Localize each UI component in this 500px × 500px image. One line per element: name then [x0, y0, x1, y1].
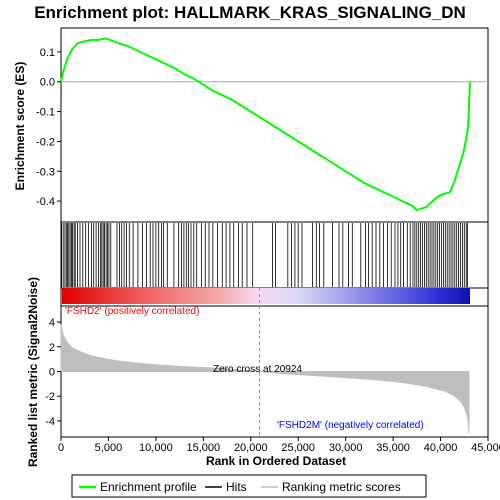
es-y-tick-label: -0.2 — [36, 136, 55, 148]
ranked-y-tick-label: 2 — [49, 342, 55, 354]
es-panel: 0.1 0.0 -0.1 -0.2 -0.3 -0.4 Enrichment score … — [13, 27, 489, 223]
ranked-metric-panel: 420-2-4 'FSHD2' (positively correlated) … — [26, 277, 489, 467]
ranked-y-tick-label: -2 — [45, 391, 55, 403]
es-y-axis-label: Enrichment score (ES) — [13, 62, 27, 191]
heatmap-gradient-bar — [62, 288, 470, 304]
x-tick-label: 45,000 — [471, 442, 500, 454]
x-tick-label: 40,000 — [424, 442, 458, 454]
x-tick-label: 5,000 — [95, 442, 123, 454]
es-y-tick-label: -0.4 — [36, 196, 55, 208]
es-y-tick-label: -0.1 — [36, 107, 55, 119]
ranked-y-tick-label: -4 — [45, 416, 55, 428]
hits-panel — [60, 221, 489, 289]
x-tick-label: 25,000 — [281, 442, 315, 454]
chart-title: Enrichment plot: HALLMARK_KRAS_SIGNALING… — [34, 3, 466, 22]
positive-correlation-label: 'FSHD2' (positively correlated) — [65, 306, 199, 317]
es-panel-frame — [60, 27, 489, 223]
legend: Enrichment profile Hits Ranking metric s… — [71, 474, 427, 498]
hit-marks — [61, 223, 469, 287]
hits-panel-frame — [60, 221, 489, 289]
ranked-y-tick-label: 0 — [49, 367, 55, 379]
enrichment-profile-line — [60, 37, 471, 212]
ranked-y-axis-label: Ranked list metric (Signal2Noise) — [26, 277, 40, 467]
legend-box — [71, 474, 427, 498]
rank-heatmap — [60, 287, 489, 307]
zero-cross-label: Zero cross at 20924 — [213, 364, 302, 375]
legend-metric-label: Ranking metric scores — [282, 480, 401, 494]
ranked-y-tick-label: 4 — [49, 317, 55, 329]
x-tick-label: 10,000 — [139, 442, 173, 454]
es-y-tick-label: 0.1 — [40, 47, 55, 59]
x-tick-label: 35,000 — [376, 442, 410, 454]
negative-correlation-label: 'FSHD2M' (negatively correlated) — [277, 420, 424, 431]
x-axis-label: Rank in Ordered Dataset — [206, 454, 346, 468]
x-tick-label: 15,000 — [187, 442, 221, 454]
es-y-tick-label: -0.3 — [36, 166, 55, 178]
x-tick-label: 0 — [58, 442, 64, 454]
ranking-metric-area — [60, 324, 470, 434]
es-y-tick-label: 0.0 — [40, 77, 55, 89]
legend-enrichment-label: Enrichment profile — [100, 480, 197, 494]
x-tick-label: 20,000 — [234, 442, 268, 454]
x-axis-ticks: 0 5,000 10,000 15,000 20,000 25,000 30,000 35,0… — [58, 437, 500, 454]
legend-hits-label: Hits — [226, 480, 247, 494]
es-y-ticks: 0.1 0.0 -0.1 -0.2 -0.3 -0.4 — [36, 47, 61, 208]
x-tick-label: 30,000 — [329, 442, 363, 454]
ranked-y-ticks: 4 2 0 -2 -4 — [45, 317, 61, 428]
